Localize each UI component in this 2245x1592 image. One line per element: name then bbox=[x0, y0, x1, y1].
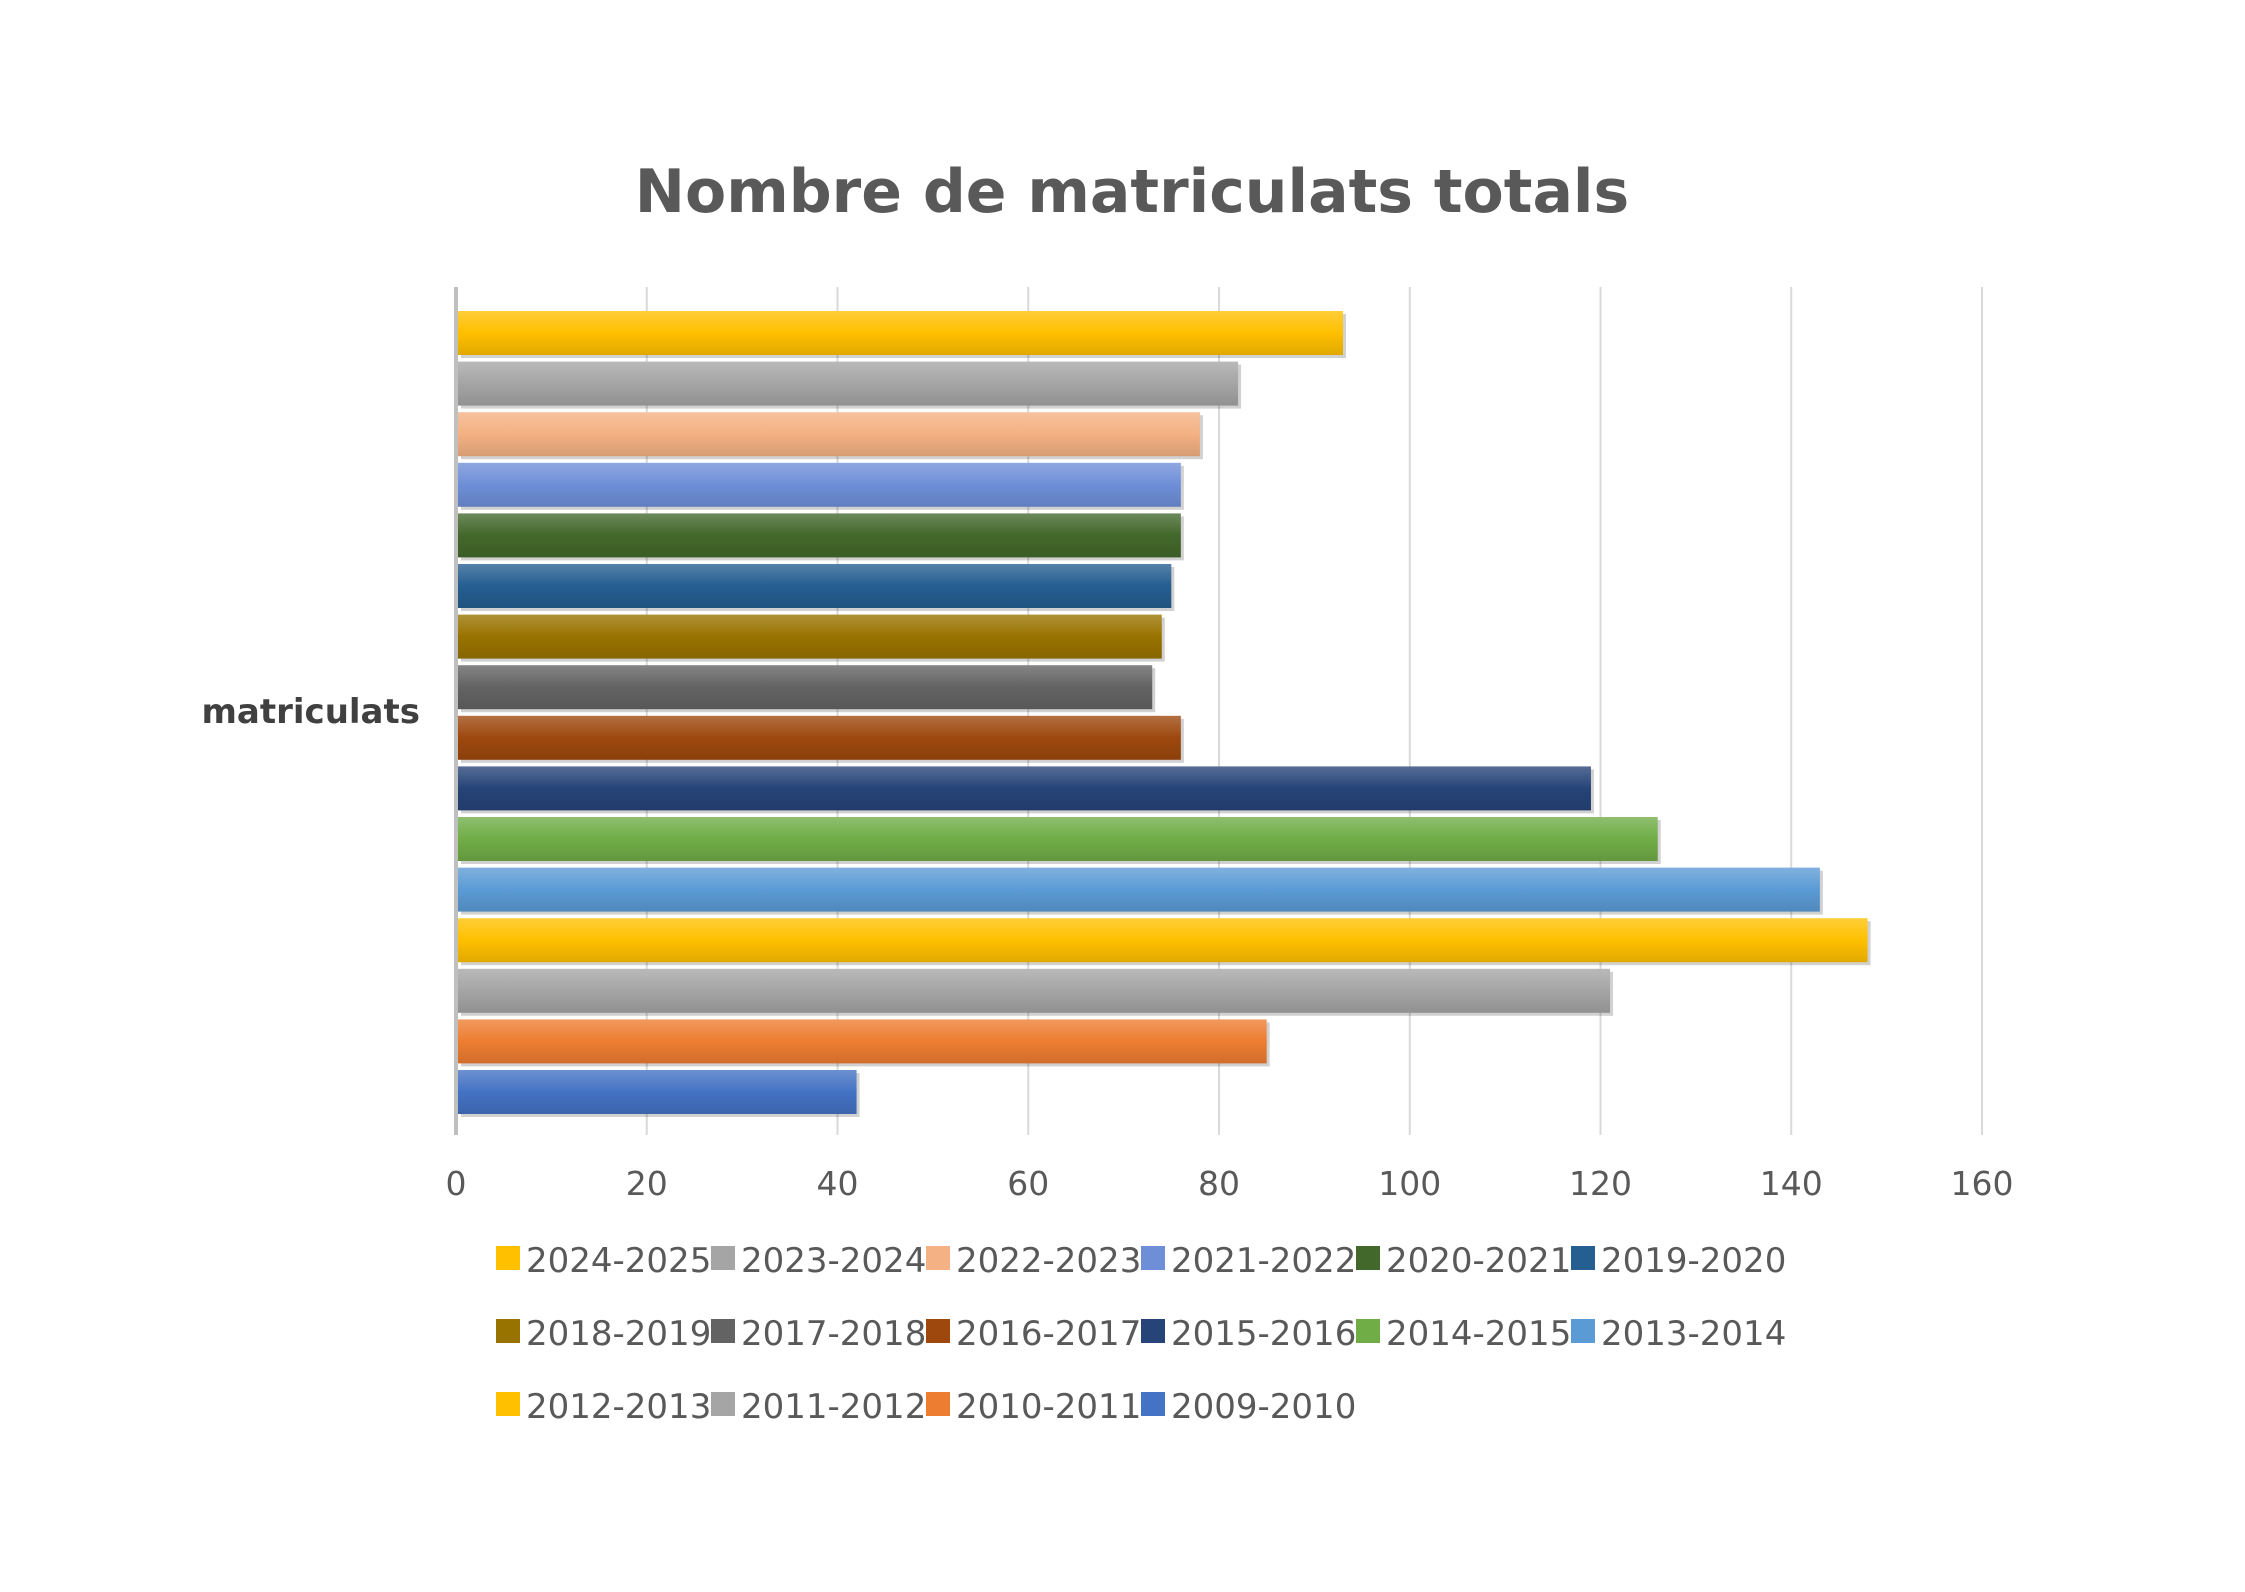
bar-2011-2012 bbox=[458, 968, 1611, 1013]
x-tick-label: 80 bbox=[1198, 1164, 1240, 1203]
legend-swatch bbox=[496, 1392, 520, 1416]
x-tick-label: 140 bbox=[1760, 1164, 1823, 1203]
category-label: matriculats bbox=[202, 692, 421, 732]
bar-2014-2015 bbox=[458, 817, 1658, 861]
axes: 0 20 40 60 80 100 120 140 160 matriculats bbox=[202, 287, 2014, 1203]
bar-2020-2021 bbox=[458, 513, 1181, 558]
bar-2010-2011 bbox=[458, 1019, 1267, 1064]
legend-swatch bbox=[926, 1319, 950, 1343]
bar-2013-2014 bbox=[458, 867, 1820, 912]
x-tick-label: 20 bbox=[626, 1164, 668, 1203]
legend: 2024-2025 2023-2024 2022-2023 2021-2022 2020… bbox=[496, 1241, 1786, 1427]
bar-2021-2022 bbox=[458, 462, 1181, 507]
legend-swatch bbox=[711, 1246, 735, 1270]
legend-label: 2019-2020 bbox=[1601, 1241, 1786, 1281]
legend-swatch bbox=[711, 1319, 735, 1343]
legend-swatch bbox=[1571, 1246, 1595, 1270]
x-tick-label: 40 bbox=[817, 1164, 859, 1203]
legend-swatch bbox=[496, 1246, 520, 1270]
bar-2024-2025 bbox=[458, 311, 1343, 355]
bar-2016-2017 bbox=[458, 715, 1181, 760]
legend-label: 2023-2024 bbox=[741, 1241, 926, 1281]
legend-label: 2012-2013 bbox=[526, 1387, 711, 1427]
legend-swatch bbox=[1356, 1319, 1380, 1343]
legend-label: 2022-2023 bbox=[956, 1241, 1141, 1281]
legend-label: 2018-2019 bbox=[526, 1314, 711, 1354]
bar-2018-2019 bbox=[458, 614, 1162, 659]
legend-swatch bbox=[926, 1392, 950, 1416]
x-tick-label: 60 bbox=[1007, 1164, 1049, 1203]
legend-label: 2020-2021 bbox=[1386, 1241, 1571, 1281]
legend-label: 2010-2011 bbox=[956, 1387, 1141, 1427]
legend-swatch bbox=[1571, 1319, 1595, 1343]
x-tick-label: 100 bbox=[1378, 1164, 1441, 1203]
legend-label: 2017-2018 bbox=[741, 1314, 926, 1354]
bar-2009-2010 bbox=[458, 1070, 857, 1114]
legend-label: 2024-2025 bbox=[526, 1241, 711, 1281]
bar-2017-2018 bbox=[458, 665, 1153, 710]
bars bbox=[458, 311, 1871, 1117]
bar-2023-2024 bbox=[458, 361, 1239, 406]
bar-2012-2013 bbox=[458, 918, 1868, 963]
legend-swatch bbox=[926, 1246, 950, 1270]
x-tick-label: 0 bbox=[446, 1164, 467, 1203]
x-tick-label: 160 bbox=[1951, 1164, 2014, 1203]
legend-label: 2009-2010 bbox=[1171, 1387, 1356, 1427]
legend-label: 2014-2015 bbox=[1386, 1314, 1571, 1354]
legend-label: 2011-2012 bbox=[741, 1387, 926, 1427]
legend-label: 2015-2016 bbox=[1171, 1314, 1356, 1354]
chart-title: Nombre de matriculats totals bbox=[635, 157, 1629, 227]
legend-swatch bbox=[711, 1392, 735, 1416]
legend-label: 2016-2017 bbox=[956, 1314, 1141, 1354]
legend-label: 2013-2014 bbox=[1601, 1314, 1786, 1354]
legend-swatch bbox=[496, 1319, 520, 1343]
legend-label: 2021-2022 bbox=[1171, 1241, 1356, 1281]
legend-swatch bbox=[1141, 1392, 1165, 1416]
legend-swatch bbox=[1141, 1246, 1165, 1270]
bar-2022-2023 bbox=[458, 412, 1200, 457]
bar-2019-2020 bbox=[458, 564, 1172, 608]
legend-swatch bbox=[1141, 1319, 1165, 1343]
bar-2015-2016 bbox=[458, 766, 1591, 811]
x-tick-label: 120 bbox=[1569, 1164, 1632, 1203]
legend-swatch bbox=[1356, 1246, 1380, 1270]
